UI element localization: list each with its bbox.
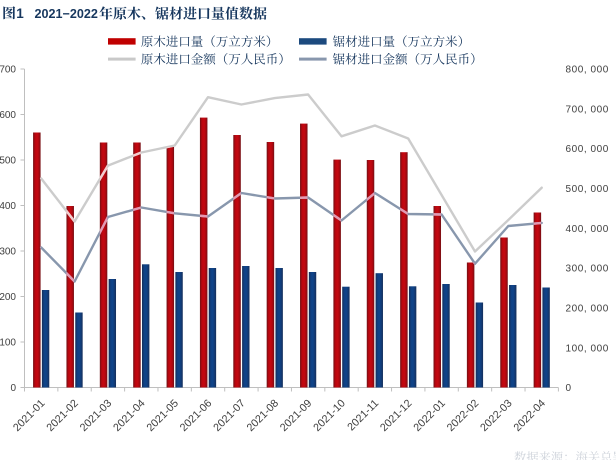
svg-text:700: 700 (0, 65, 16, 76)
svg-text:200, 000: 200, 000 (566, 304, 609, 315)
svg-text:300, 000: 300, 000 (566, 264, 609, 275)
svg-text:300: 300 (0, 247, 16, 258)
svg-text:1: 1 (16, 6, 24, 21)
svg-text:0: 0 (10, 383, 16, 394)
svg-text:100, 000: 100, 000 (566, 343, 609, 354)
svg-text:500, 000: 500, 000 (566, 184, 609, 195)
svg-text:0: 0 (566, 383, 572, 394)
svg-text:600: 600 (0, 110, 16, 121)
svg-text:700, 000: 700, 000 (566, 104, 609, 115)
svg-text:400, 000: 400, 000 (566, 224, 609, 235)
svg-text:400: 400 (0, 201, 16, 212)
svg-text:500: 500 (0, 156, 16, 167)
svg-text:800, 000: 800, 000 (566, 65, 609, 76)
svg-text:200: 200 (0, 292, 16, 303)
svg-text:2021−2022: 2021−2022 (35, 7, 98, 21)
svg-text:600, 000: 600, 000 (566, 144, 609, 155)
svg-text:100: 100 (0, 338, 16, 349)
